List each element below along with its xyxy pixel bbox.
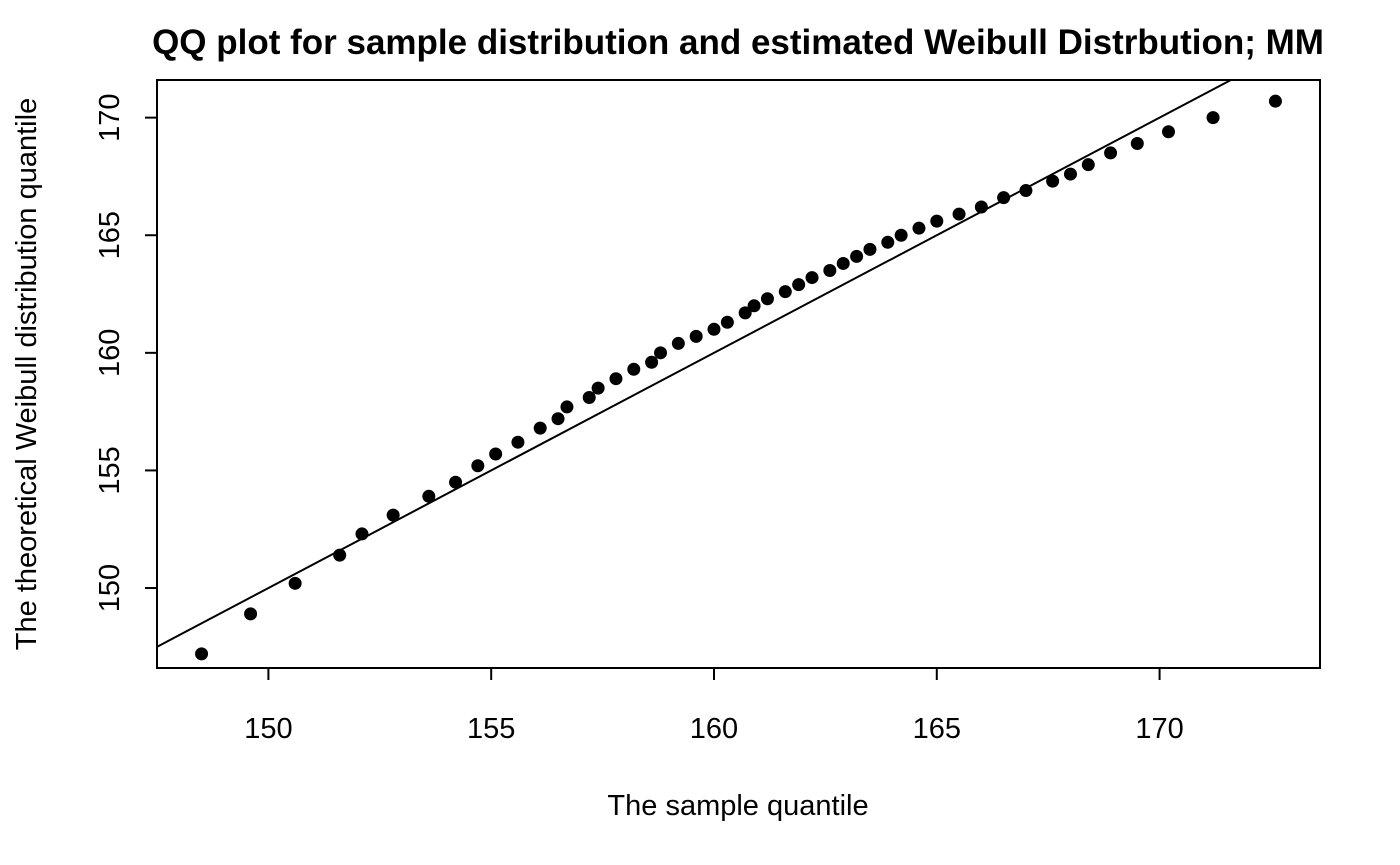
data-point (912, 221, 926, 235)
reference-line (156, 79, 1232, 648)
data-point (489, 447, 503, 461)
data-point (850, 249, 864, 263)
data-point (471, 459, 485, 473)
y-tick-label: 160 (94, 329, 126, 377)
data-point (792, 278, 806, 292)
data-point (720, 315, 734, 329)
data-point (422, 489, 436, 503)
data-point (449, 475, 463, 489)
chart-title: QQ plot for sample distribution and esti… (152, 23, 1324, 62)
data-point (333, 548, 347, 562)
y-axis-label: The theoretical Weibull distribution qua… (11, 98, 43, 650)
y-tick-label: 150 (94, 564, 126, 612)
x-axis: 150 155 160 165 170 (244, 667, 1184, 745)
data-point (707, 322, 721, 336)
data-point (778, 285, 792, 299)
data-point (1268, 94, 1282, 108)
data-point (930, 214, 944, 228)
data-point (747, 299, 761, 313)
data-point (1161, 125, 1175, 139)
data-point (805, 271, 819, 285)
data-point (645, 355, 659, 369)
data-point (627, 362, 641, 376)
data-point (974, 200, 988, 214)
data-point (560, 400, 574, 414)
data-point (582, 391, 596, 405)
data-point (533, 421, 547, 435)
data-point (654, 346, 668, 360)
x-tick-label: 160 (690, 713, 738, 745)
data-point (288, 576, 302, 590)
data-point (1206, 111, 1220, 125)
y-tick-label: 170 (94, 93, 126, 141)
data-point (881, 235, 895, 249)
data-point (244, 607, 258, 621)
y-tick-label: 165 (94, 211, 126, 259)
data-point (836, 256, 850, 270)
reference-line-group (156, 79, 1232, 648)
data-point (1046, 174, 1060, 188)
y-axis: 150 155 160 165 170 (94, 93, 158, 612)
data-point (863, 242, 877, 256)
data-point (689, 329, 703, 343)
data-point (355, 527, 369, 541)
data-point (997, 191, 1011, 205)
data-point (671, 336, 685, 350)
data-point (738, 306, 752, 320)
x-tick-label: 150 (244, 713, 292, 745)
data-point (1104, 146, 1118, 160)
data-point (609, 372, 623, 386)
data-point (195, 647, 209, 661)
data-point (952, 207, 966, 221)
x-tick-label: 165 (913, 713, 961, 745)
x-tick-label: 155 (467, 713, 515, 745)
data-point (894, 228, 908, 242)
data-points (195, 94, 1282, 661)
data-point (760, 292, 774, 306)
data-point (591, 381, 605, 395)
plot-frame (156, 79, 1321, 669)
data-point (551, 412, 565, 426)
data-point (511, 435, 525, 449)
data-point (1081, 158, 1095, 172)
data-point (1130, 137, 1144, 151)
data-point (823, 264, 837, 278)
x-axis-label: The sample quantile (607, 790, 868, 822)
data-point (386, 508, 400, 522)
x-tick-label: 170 (1135, 713, 1183, 745)
data-point (1019, 184, 1033, 198)
data-point (1063, 167, 1077, 181)
y-tick-label: 155 (94, 446, 126, 494)
